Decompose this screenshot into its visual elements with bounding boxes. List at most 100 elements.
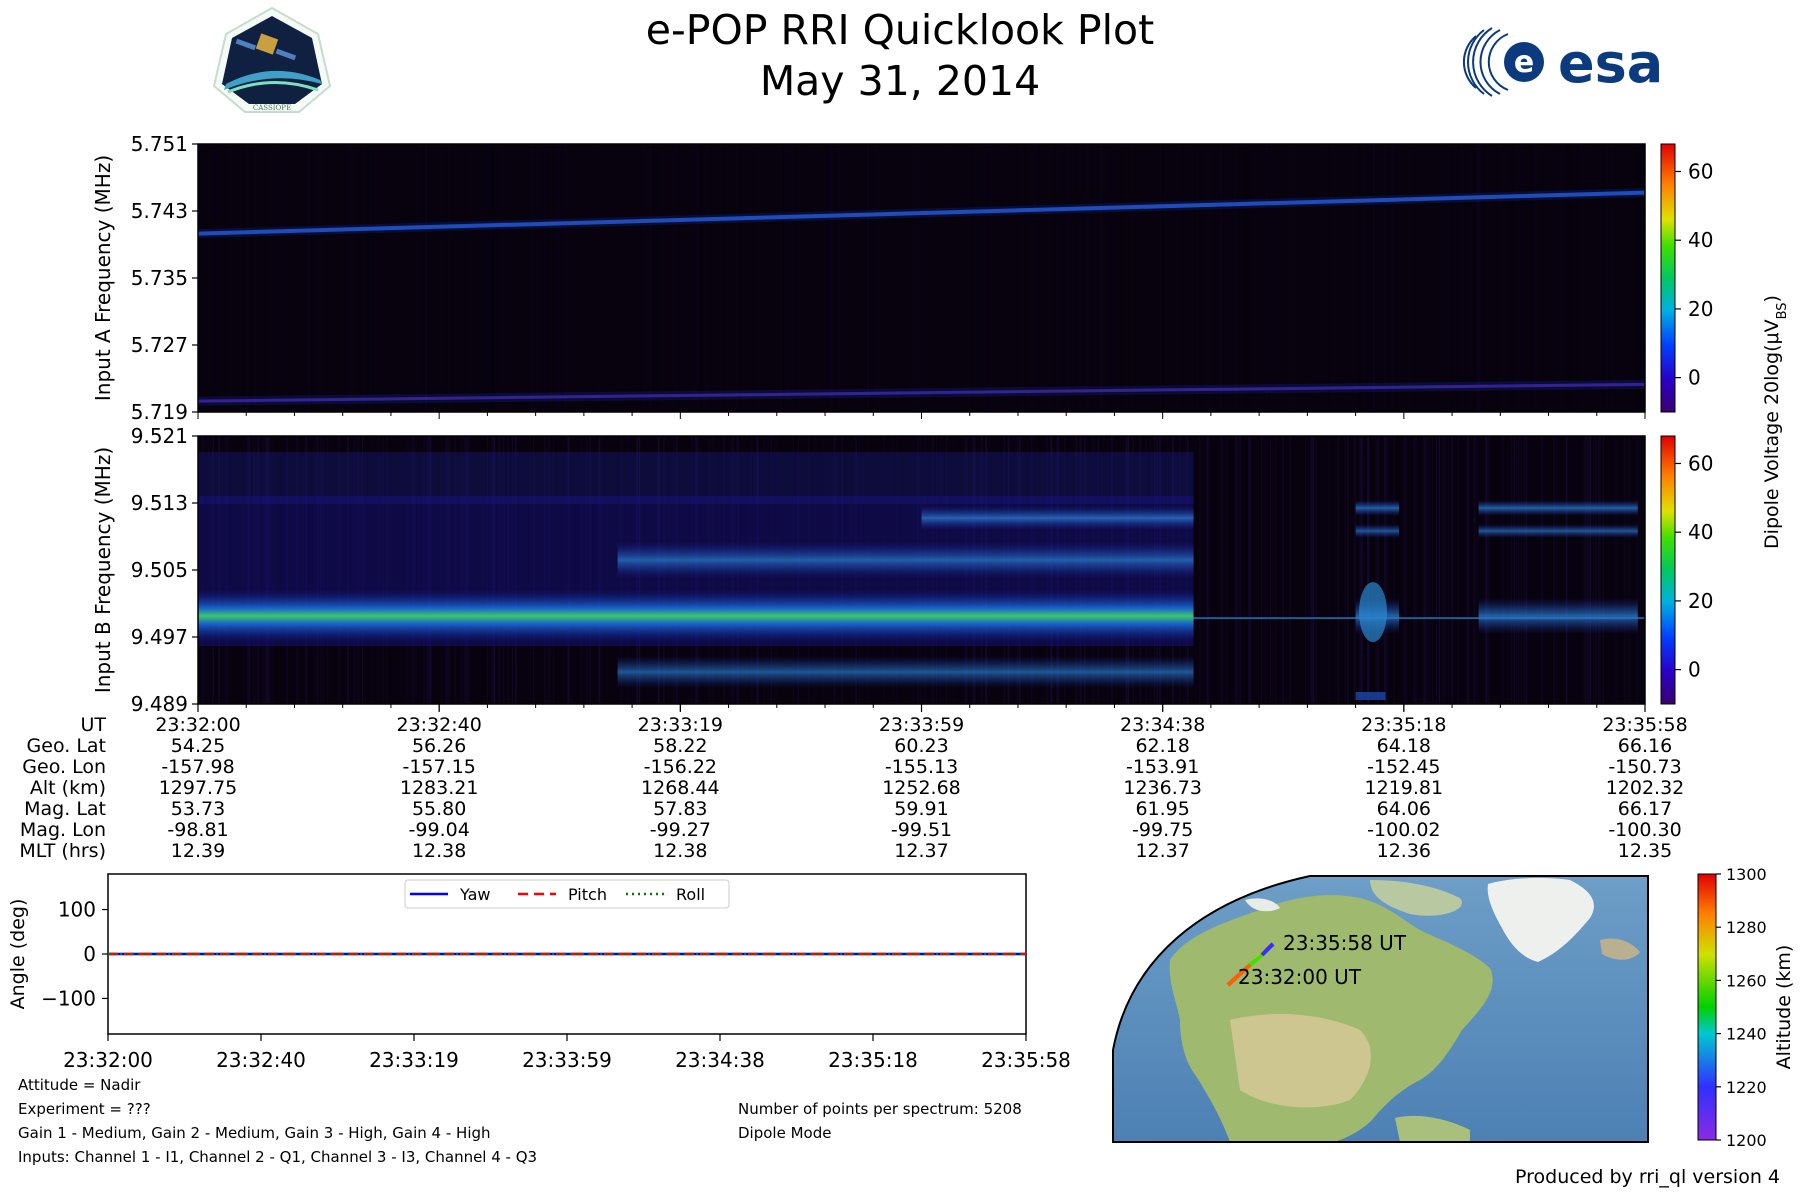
colorbar-tick: 40 — [1688, 228, 1713, 252]
ephemeris-row-label: Geo. Lat — [27, 735, 106, 757]
ephemeris-cell: 23:35:58 — [1602, 714, 1687, 736]
ephemeris-cell: 1283.21 — [400, 777, 479, 799]
produced-by: Produced by rri_ql version 4 — [1515, 1166, 1780, 1188]
esa-logo-text: esa — [1558, 32, 1663, 95]
altitude-colorbar-tick: 1200 — [1726, 1131, 1767, 1150]
orbit-start-label: 23:32:00 UT — [1238, 965, 1362, 989]
legend-label: Pitch — [568, 885, 607, 904]
panel-b-ytick: 9.497 — [131, 625, 188, 649]
ephemeris-cell: 1219.81 — [1365, 777, 1444, 799]
ephemeris-cell: -152.45 — [1367, 756, 1440, 778]
attitude-ytick: 0 — [83, 942, 96, 966]
ephemeris-row-label: Mag. Lat — [24, 798, 106, 820]
ephemeris-cell: 64.18 — [1377, 735, 1431, 757]
ephemeris-cell: 1297.75 — [159, 777, 238, 799]
panel-input-b: 9.521 9.513 9.505 9.497 9.489 Input B Freque… — [91, 424, 1646, 716]
ephemeris-row-label: MLT (hrs) — [19, 840, 106, 862]
panel-input-a: 5.751 5.743 5.735 5.727 5.719 Input A Freque… — [91, 132, 1646, 424]
altitude-colorbar-tick: 1280 — [1726, 918, 1767, 937]
ephemeris-cell: 23:34:38 — [1120, 714, 1205, 736]
ephemeris-cell: 1268.44 — [641, 777, 720, 799]
ephemeris-cell: -157.98 — [161, 756, 234, 778]
ephemeris-cell: -150.73 — [1608, 756, 1681, 778]
note-attitude: Attitude = Nadir — [18, 1076, 141, 1094]
altitude-colorbar-tick: 1220 — [1726, 1078, 1767, 1097]
attitude-xtick: 23:34:38 — [675, 1048, 765, 1072]
attitude-xtick: 23:32:40 — [216, 1048, 306, 1072]
colorbar-b: 0 20 40 60 — [1660, 435, 1713, 705]
panel-a-ylabel: Input A Frequency (MHz) — [91, 155, 115, 401]
ephemeris-row-label: UT — [80, 714, 106, 736]
ephemeris-cell: -156.22 — [644, 756, 717, 778]
colorbar-tick: 20 — [1688, 589, 1713, 613]
chart-date: May 31, 2014 — [760, 57, 1040, 105]
ephemeris-cell: -99.27 — [650, 819, 711, 841]
ephemeris-row-label: Mag. Lon — [20, 819, 106, 841]
ephemeris-cell: 12.37 — [1135, 840, 1189, 862]
ephemeris-cell: 23:32:40 — [396, 714, 481, 736]
cassiope-logo: CASSIOPE — [212, 6, 332, 113]
ephemeris-cell: 23:35:18 — [1361, 714, 1446, 736]
altitude-colorbar-tick: 1260 — [1726, 971, 1767, 990]
attitude-plot: 100 0 −100 23:32:00 23:32:40 23:33:19 23:33:59… — [7, 873, 1071, 1072]
attitude-xtick: 23:32:00 — [63, 1048, 153, 1072]
ephemeris-cell: -100.30 — [1608, 819, 1681, 841]
attitude-ytick: −100 — [41, 986, 96, 1010]
ephemeris-cell: 61.95 — [1135, 798, 1189, 820]
ephemeris-cell: 59.91 — [894, 798, 948, 820]
ephemeris-cell: 66.16 — [1618, 735, 1672, 757]
ephemeris-cell: 23:33:59 — [879, 714, 964, 736]
note-inputs: Inputs: Channel 1 - I1, Channel 2 - Q1, … — [18, 1148, 538, 1166]
altitude-colorbar: 1200 1220 1240 1260 1280 1300 Altitude (km) — [1697, 865, 1795, 1150]
ephemeris-cell: 53.73 — [171, 798, 225, 820]
attitude-legend: Yaw Pitch Roll — [404, 879, 730, 909]
colorbar-tick: 0 — [1688, 658, 1701, 682]
ephemeris-row-label: Geo. Lon — [22, 756, 106, 778]
ephemeris-cell: 1202.32 — [1606, 777, 1685, 799]
ephemeris-cell: -99.51 — [891, 819, 952, 841]
attitude-xtick: 23:33:59 — [522, 1048, 612, 1072]
orbit-end-label: 23:35:58 UT — [1283, 931, 1407, 955]
legend-label: Roll — [676, 885, 705, 904]
colorbar-tick: 0 — [1688, 366, 1701, 390]
attitude-xtick: 23:33:19 — [369, 1048, 459, 1072]
ephemeris-cell: 1252.68 — [882, 777, 961, 799]
attitude-ylabel: Angle (deg) — [7, 899, 29, 1010]
colorbar-tick: 20 — [1688, 297, 1713, 321]
ephemeris-cell: -153.91 — [1126, 756, 1199, 778]
panel-a-ytick: 5.743 — [131, 199, 188, 223]
ephemeris-cell: -98.81 — [167, 819, 228, 841]
attitude-xtick: 23:35:58 — [981, 1048, 1071, 1072]
legend-label: Yaw — [459, 885, 490, 904]
panel-b-ytick: 9.521 — [131, 424, 188, 448]
colorbar-tick: 40 — [1688, 520, 1713, 544]
panel-a-ytick: 5.751 — [131, 132, 188, 156]
ephemeris-cell: 23:33:19 — [638, 714, 723, 736]
ephemeris-cell: 56.26 — [412, 735, 466, 757]
ephemeris-cell: -99.04 — [409, 819, 470, 841]
ephemeris-row-label: Alt (km) — [30, 777, 106, 799]
note-gains: Gain 1 - Medium, Gain 2 - Medium, Gain 3… — [18, 1124, 491, 1142]
ephemeris-cell: 12.37 — [894, 840, 948, 862]
ephemeris-cell: 64.06 — [1377, 798, 1431, 820]
ephemeris-cell: 1236.73 — [1123, 777, 1202, 799]
ephemeris-cell: 12.39 — [171, 840, 225, 862]
ephemeris-cell: 54.25 — [171, 735, 225, 757]
spectrogram-line — [198, 382, 1645, 403]
panel-a-ytick: 5.727 — [131, 333, 188, 357]
altitude-colorbar-tick: 1240 — [1726, 1025, 1767, 1044]
note-experiment: Experiment = ??? — [18, 1100, 151, 1118]
ephemeris-cell: 60.23 — [894, 735, 948, 757]
panel-a-background — [198, 144, 1645, 412]
altitude-colorbar-tick: 1300 — [1726, 865, 1767, 884]
panel-a-ytick: 5.735 — [131, 266, 188, 290]
ephemeris-cell: 55.80 — [412, 798, 466, 820]
panel-b-ylabel: Input B Frequency (MHz) — [91, 447, 115, 693]
map-greenland — [1487, 877, 1594, 962]
ephemeris-cell: -157.15 — [402, 756, 475, 778]
note-points: Number of points per spectrum: 5208 — [738, 1100, 1022, 1118]
attitude-xtick: 23:35:18 — [828, 1048, 918, 1072]
ephemeris-cell: -100.02 — [1367, 819, 1440, 841]
ephemeris-cell: 12.35 — [1618, 840, 1672, 862]
